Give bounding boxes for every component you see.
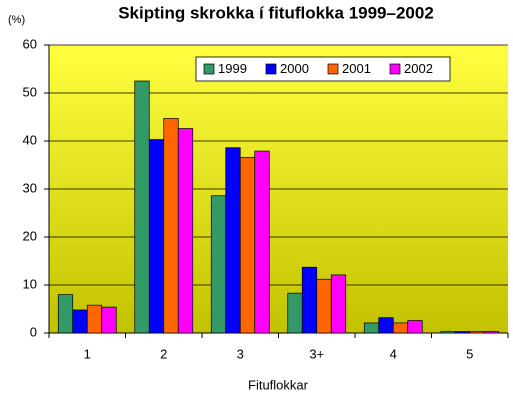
bar <box>454 331 471 334</box>
bar <box>316 278 332 334</box>
y-tick-label: 30 <box>23 180 37 195</box>
legend-label: 2001 <box>342 61 371 76</box>
bar <box>330 274 347 334</box>
x-tick-label: 2 <box>160 346 167 361</box>
x-tick-label: 3+ <box>309 346 324 361</box>
bar <box>392 322 409 334</box>
bar <box>134 80 150 334</box>
y-tick-label: 20 <box>23 228 37 243</box>
y-tick-label: 40 <box>23 132 37 147</box>
bar <box>101 306 117 334</box>
x-tick-label: 5 <box>466 346 473 361</box>
bar <box>254 150 270 334</box>
y-tick-label: 10 <box>23 276 37 291</box>
legend-swatch <box>265 63 277 75</box>
bar <box>225 147 241 334</box>
y-tick-label: 60 <box>23 36 37 51</box>
legend-swatch <box>203 63 215 75</box>
bar <box>301 266 318 334</box>
x-tick-label: 1 <box>84 346 91 361</box>
bar <box>440 331 456 334</box>
bar <box>378 317 394 334</box>
y-tick-label: 0 <box>30 324 37 339</box>
bar <box>72 309 88 334</box>
bar <box>483 331 500 334</box>
bar <box>210 195 227 334</box>
bar <box>86 304 103 334</box>
legend-box <box>195 56 451 82</box>
x-tick-label: 3 <box>237 346 244 361</box>
bar <box>148 139 165 334</box>
x-axis-label: Fituflokkar <box>248 377 309 392</box>
y-tick-label: 50 <box>23 84 37 99</box>
bar <box>363 322 380 334</box>
legend-label: 1999 <box>218 61 247 76</box>
bar <box>469 331 485 334</box>
bar <box>163 118 179 334</box>
legend-label: 2002 <box>404 61 433 76</box>
legend-swatch <box>389 63 401 75</box>
bar <box>239 156 256 334</box>
bar <box>177 128 194 334</box>
y-axis-label: (%) <box>8 14 25 26</box>
legend-label: 2000 <box>280 61 309 76</box>
bar <box>57 294 74 334</box>
bar <box>407 320 423 334</box>
legend-swatch <box>327 63 339 75</box>
bar <box>287 292 303 334</box>
chart-title: Skipting skrokka í fituflokka 1999–2002 <box>118 3 434 22</box>
x-tick-label: 4 <box>390 346 397 361</box>
